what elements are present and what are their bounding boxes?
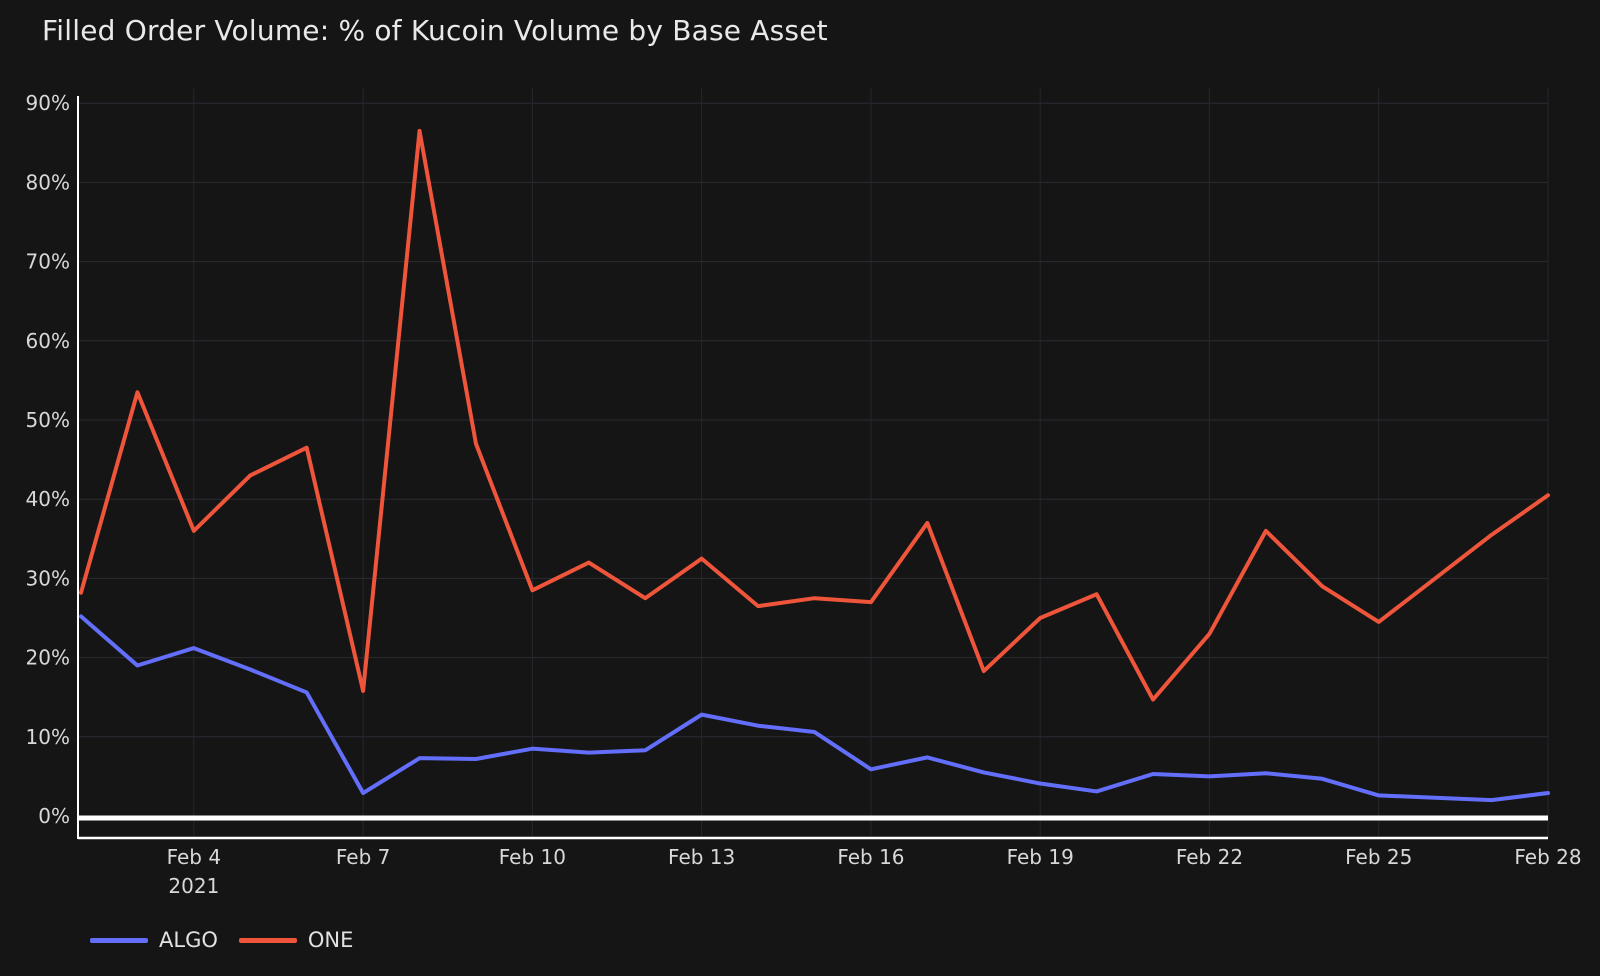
series-line-algo[interactable]	[79, 614, 1550, 803]
y-tick-label: 30%	[26, 566, 70, 590]
y-tick-label: 60%	[26, 329, 70, 353]
x-tick-label: Feb 19	[1007, 845, 1074, 869]
x-tick-label: Feb 4	[167, 845, 222, 869]
y-tick-label: 20%	[26, 646, 70, 670]
legend-label-algo: ALGO	[159, 928, 218, 952]
y-tick-label: 70%	[26, 250, 70, 274]
legend-item-one[interactable]: ONE	[238, 926, 354, 954]
x-tick-label: Feb 13	[668, 845, 735, 869]
series-line-one[interactable]	[79, 128, 1550, 702]
y-tick-label: 0%	[38, 804, 70, 828]
y-tick-label: 40%	[26, 487, 70, 511]
chart-title: Filled Order Volume: % of Kucoin Volume …	[42, 14, 828, 47]
legend: ALGO ONE	[90, 926, 353, 954]
x-tick-label: Feb 28	[1514, 845, 1581, 869]
x-tick-label: Feb 7	[336, 845, 391, 869]
x-tick-label: Feb 22	[1176, 845, 1243, 869]
y-tick-label: 80%	[26, 170, 70, 194]
y-tick-label: 10%	[26, 725, 70, 749]
x-tick-year-label: 2021	[168, 874, 219, 898]
x-tick-label: Feb 16	[837, 845, 904, 869]
x-tick-label: Feb 10	[499, 845, 566, 869]
x-tick-label: Feb 25	[1345, 845, 1412, 869]
one-line-swatch	[238, 937, 297, 943]
y-tick-label: 50%	[26, 408, 70, 432]
algo-line-swatch	[90, 937, 148, 943]
legend-item-algo[interactable]: ALGO	[90, 926, 218, 954]
legend-label-one: ONE	[307, 928, 354, 952]
y-tick-label: 90%	[26, 91, 70, 115]
